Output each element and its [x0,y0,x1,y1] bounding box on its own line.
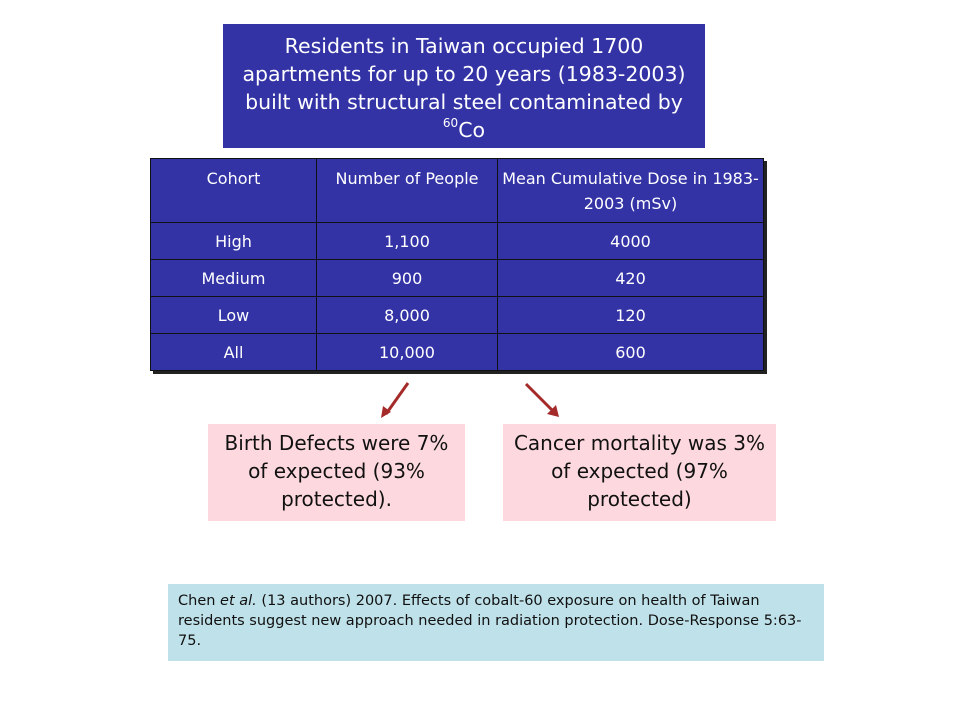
citation-etal: et al. [220,593,257,609]
cancer-mortality-text: Cancer mortality was 3% of expected (97%… [513,431,766,511]
header-mean-dose: Mean Cumulative Dose in 1983-2003 (mSv) [497,158,764,223]
table-row: High 1,100 4000 [150,222,764,260]
cell-dose: 600 [497,333,764,371]
title-text-end: Co [458,118,486,142]
table-row: All 10,000 600 [150,333,764,371]
arrow-down-left-icon [381,382,410,418]
header-number-of-people: Number of People [316,158,498,223]
cancer-mortality-box: Cancer mortality was 3% of expected (97%… [503,424,776,521]
cell-people: 1,100 [316,222,498,260]
arrow-down-right-icon [524,382,559,417]
table-header-row: Cohort Number of People Mean Cumulative … [150,158,764,223]
citation-box: Chen et al. (13 authors) 2007. Effects o… [168,584,824,661]
title-box: Residents in Taiwan occupied 1700 apartm… [223,24,705,148]
header-cohort: Cohort [150,158,317,223]
birth-defects-box: Birth Defects were 7% of expected (93% p… [208,424,465,521]
cell-dose: 420 [497,259,764,297]
cell-dose: 120 [497,296,764,334]
cell-cohort: Low [150,296,317,334]
cell-cohort: High [150,222,317,260]
cell-dose: 4000 [497,222,764,260]
cell-cohort: All [150,333,317,371]
cell-cohort: Medium [150,259,317,297]
title-text: Residents in Taiwan occupied 1700 apartm… [242,34,686,114]
dose-table: Cohort Number of People Mean Cumulative … [150,158,764,371]
cell-people: 10,000 [316,333,498,371]
table-row: Low 8,000 120 [150,296,764,334]
cell-people: 8,000 [316,296,498,334]
citation-text: (13 authors) 2007. Effects of cobalt-60 … [178,593,802,649]
birth-defects-text: Birth Defects were 7% of expected (93% p… [224,431,449,511]
table-row: Medium 900 420 [150,259,764,297]
cell-people: 900 [316,259,498,297]
title-superscript: 60 [442,116,459,131]
citation-authors: Chen [178,593,216,609]
